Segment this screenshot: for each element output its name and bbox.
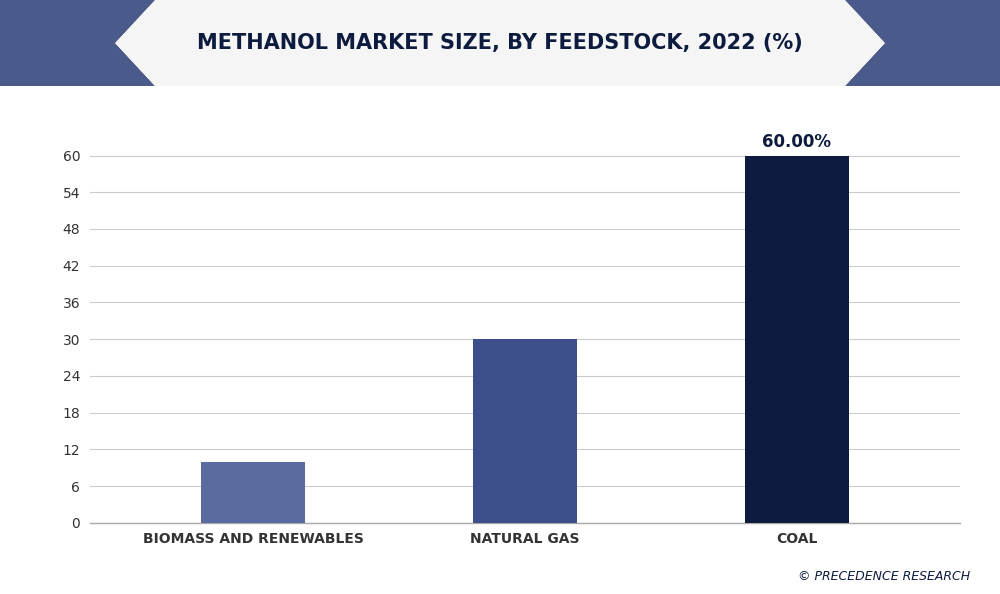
Bar <box>745 156 849 523</box>
Polygon shape <box>115 0 885 86</box>
Polygon shape <box>0 0 1000 86</box>
Text: 60.00%: 60.00% <box>762 132 831 151</box>
Text: METHANOL MARKET SIZE, BY FEEDSTOCK, 2022 (%): METHANOL MARKET SIZE, BY FEEDSTOCK, 2022… <box>197 33 803 53</box>
Polygon shape <box>0 0 155 86</box>
Text: © PRECEDENCE RESEARCH: © PRECEDENCE RESEARCH <box>798 570 970 583</box>
Polygon shape <box>115 0 885 86</box>
Bar <box>201 462 305 523</box>
Bar <box>473 339 577 523</box>
Polygon shape <box>845 0 1000 86</box>
